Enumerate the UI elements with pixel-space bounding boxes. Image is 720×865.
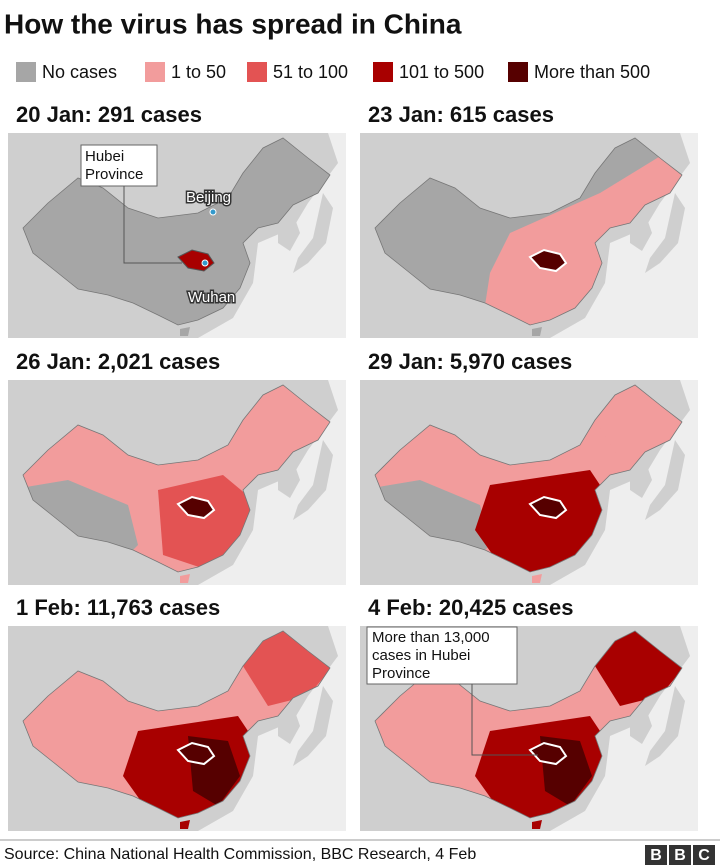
japan: [645, 193, 685, 273]
logo-block: [645, 845, 667, 865]
china-outline: [22, 384, 331, 573]
panel-title: 23 Jan: 615 cases: [368, 102, 554, 127]
panel-title: 4 Feb: 20,425 cases: [368, 595, 573, 620]
logo-letter: B: [674, 847, 686, 864]
legend-label: 101 to 500: [399, 62, 484, 82]
japan: [645, 686, 685, 766]
region: [158, 475, 253, 570]
logo-letter: B: [650, 847, 662, 864]
logo-letter: C: [698, 847, 710, 864]
legend-swatch: [508, 62, 528, 82]
logo-block: [669, 845, 691, 865]
annotation-box: [80, 144, 158, 187]
annotation-text: Province: [85, 166, 143, 183]
city-label: Beijing: [186, 189, 231, 206]
hubei: [528, 741, 568, 766]
hainan: [180, 820, 190, 829]
korea: [630, 213, 652, 251]
legend-swatch: [247, 62, 267, 82]
china-outline: [374, 137, 683, 326]
map: [8, 626, 346, 831]
hainan: [532, 574, 542, 583]
panel-title: 1 Feb: 11,763 cases: [16, 595, 220, 620]
map: [8, 133, 346, 338]
hainan: [180, 327, 190, 336]
region: [475, 470, 610, 572]
city-dot: [201, 259, 209, 267]
city-dot: [209, 208, 217, 216]
map: [8, 380, 346, 585]
city-label: Wuhan: [188, 289, 235, 306]
japan: [645, 440, 685, 520]
panels: 20 Jan: 291 cases 23 Jan: 615 cases 26 Jan…: [8, 102, 698, 831]
panel-title: 26 Jan: 2,021 cases: [16, 349, 220, 374]
title: How the virus has spread in China: [4, 8, 462, 39]
legend-swatch: [16, 62, 36, 82]
japan: [293, 440, 333, 520]
korea: [278, 706, 300, 744]
korea: [278, 460, 300, 498]
korea: [630, 706, 652, 744]
legend-swatch: [145, 62, 165, 82]
annotation-text: Hubei: [85, 148, 124, 165]
japan: [293, 193, 333, 273]
logo-block: [693, 845, 715, 865]
source: Source: China National Health Commission…: [4, 846, 476, 863]
hainan: [532, 820, 542, 829]
korea: [630, 460, 652, 498]
china-outline: [374, 384, 683, 573]
annotation-text: Province: [372, 665, 430, 682]
hubei: [528, 495, 568, 520]
china-outline: [374, 630, 683, 819]
legend-label: More than 500: [534, 62, 650, 82]
leader: [471, 684, 538, 756]
hainan: [180, 574, 190, 583]
map: [360, 380, 698, 585]
hubei: [176, 495, 216, 520]
annotation-text: More than 13,000: [372, 629, 490, 646]
legend: No cases 1 to 50 51 to 100 101 to 500 More t…: [16, 62, 650, 82]
hubei: [528, 248, 568, 273]
annotation-box: [366, 626, 518, 685]
panel-title: 29 Jan: 5,970 cases: [368, 349, 572, 374]
legend-swatch: [373, 62, 393, 82]
annotation-text: cases in Hubei: [372, 647, 470, 664]
leader: [123, 186, 182, 264]
hainan: [532, 327, 542, 336]
legend-label: 1 to 50: [171, 62, 226, 82]
hubei: [176, 741, 216, 766]
legend-label: No cases: [42, 62, 117, 82]
korea: [278, 213, 300, 251]
china-outline: [22, 137, 331, 326]
china-outline: [22, 630, 331, 819]
panel-title: 20 Jan: 291 cases: [16, 102, 202, 127]
legend-label: 51 to 100: [273, 62, 348, 82]
japan: [293, 686, 333, 766]
map: [360, 133, 698, 338]
